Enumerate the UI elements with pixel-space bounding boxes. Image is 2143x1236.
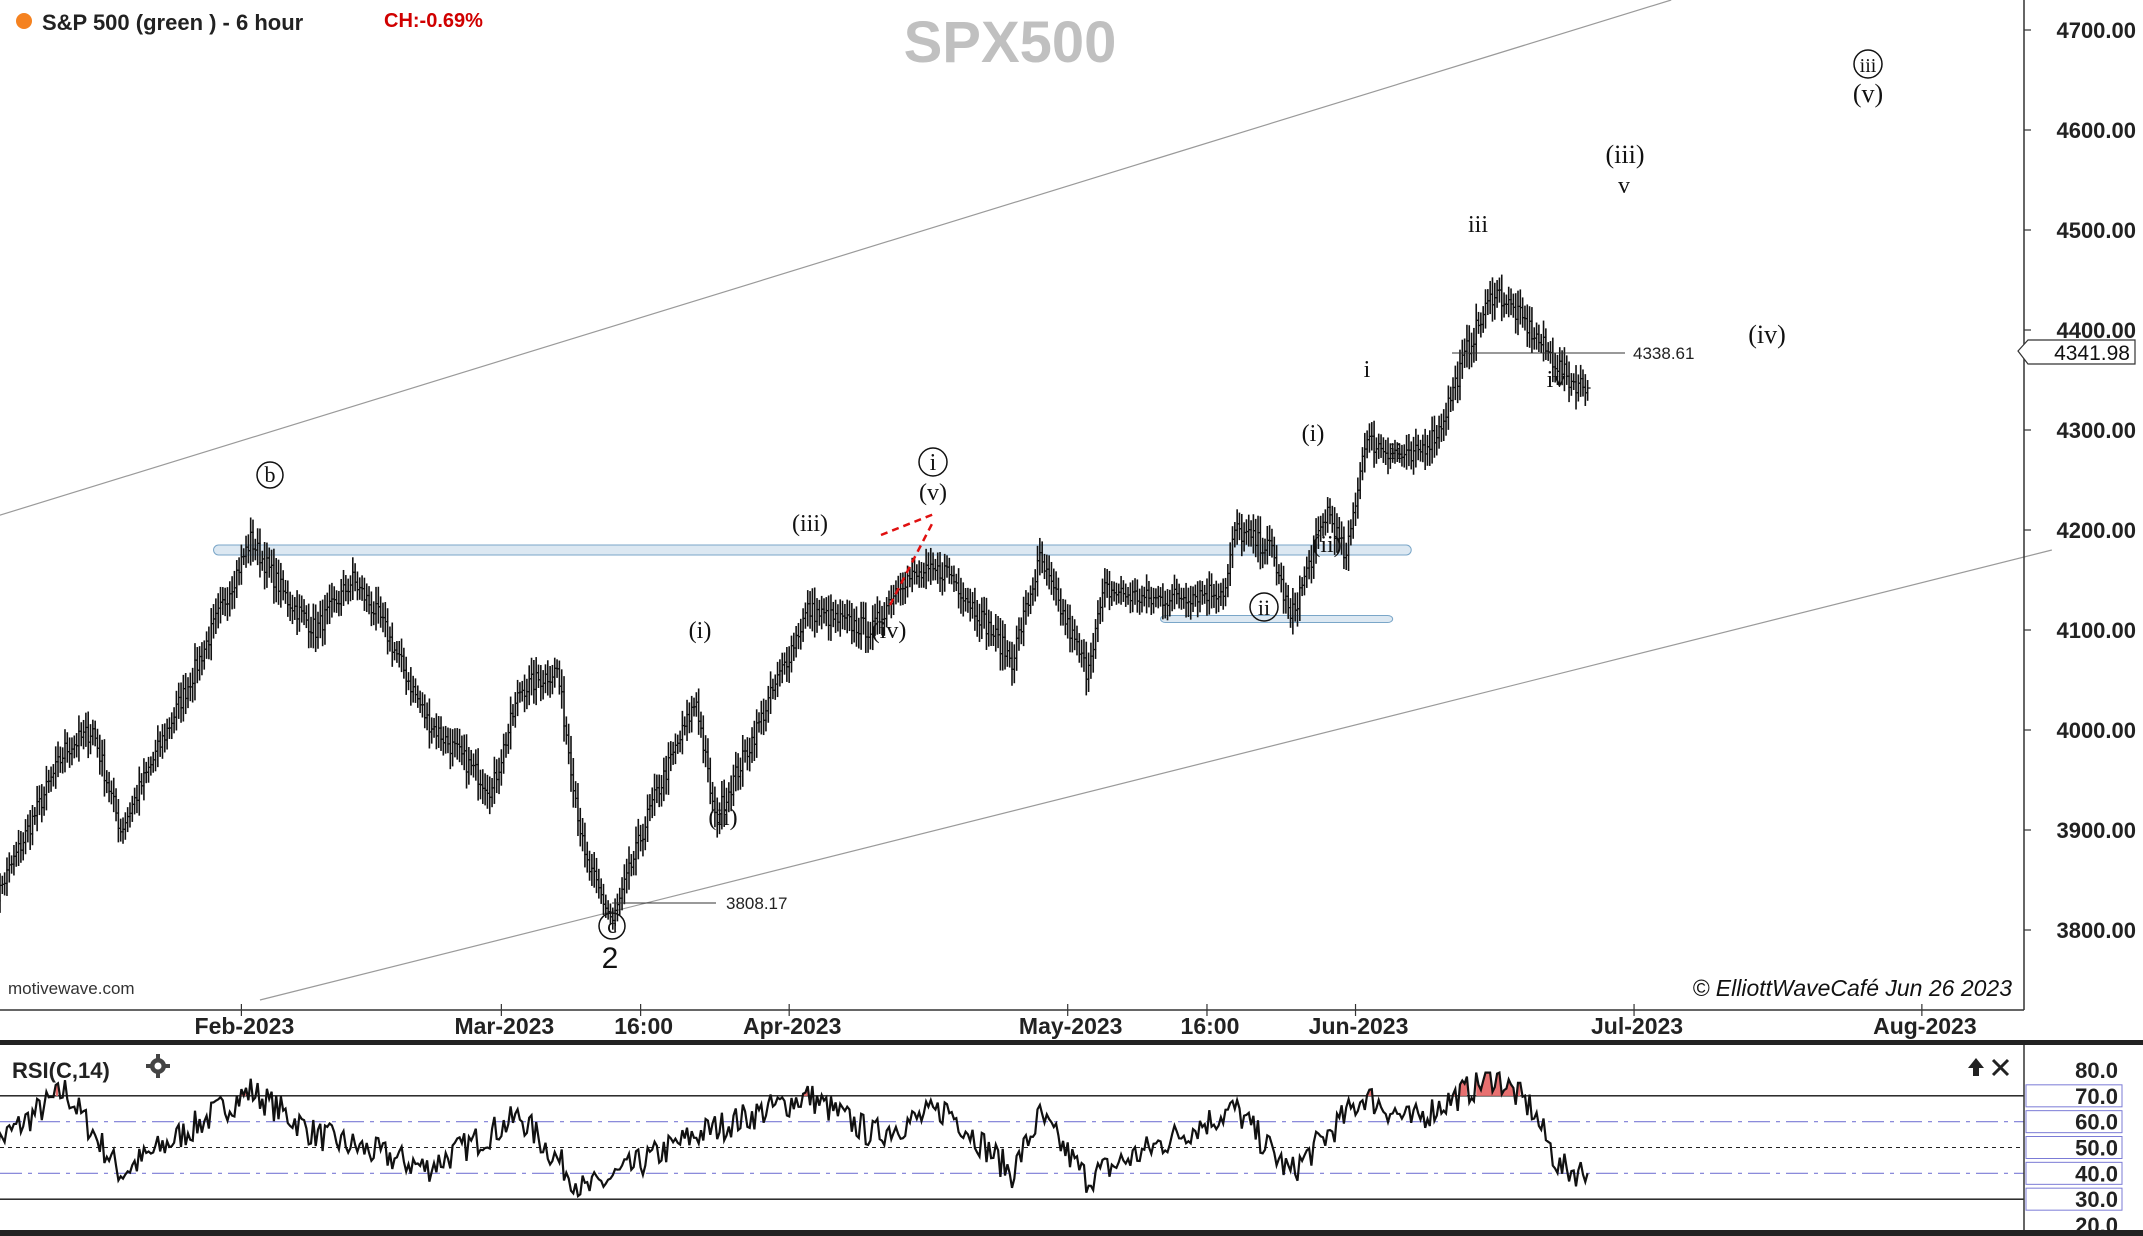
price-tick-label: 3900.00	[2056, 818, 2136, 843]
price-tick-label: 4100.00	[2056, 618, 2136, 643]
wave-i-minor-label: i	[1364, 357, 1371, 383]
chart-header: S&P 500 (green ) - 6 hour CH:-0.69%	[16, 10, 483, 35]
wave-i-circle-label: i	[930, 450, 937, 476]
wave-iv-projection-label: (iv)	[1748, 320, 1786, 349]
rsi-line	[0, 1070, 1589, 1199]
wave-b-circle	[256, 461, 284, 489]
triangle-upper-line	[880, 512, 935, 537]
rsi-tick-box	[2025, 1187, 2123, 1211]
time-tick-label: Aug-2023	[1873, 1013, 1977, 1039]
recent-low-marker-label: 4338.61	[1633, 344, 1694, 363]
price-axis[interactable]: 4700.00 4600.00 4500.00 4400.00 4300.00 4200.…	[2024, 18, 2136, 943]
wave-v-small-label: (v)	[919, 480, 947, 506]
status-dot-icon	[16, 13, 32, 29]
wave-iii-small-label: (iii)	[792, 511, 828, 537]
symbol-watermark: SPX500	[904, 10, 1117, 75]
rsi-tick-label: 80.0	[2075, 1058, 2118, 1083]
wave-iii-minor-label: iii	[1468, 212, 1488, 238]
recent-low-marker: 4338.61	[1452, 344, 1694, 363]
rsi-axis: 80.070.060.050.040.030.020.0	[2025, 1058, 2123, 1236]
time-tick-label: Jul-2023	[1591, 1013, 1683, 1039]
wave-iii-projection-label: (iii)	[1606, 140, 1645, 169]
rsi-tick-label: 60.0	[2075, 1110, 2118, 1135]
rsi-tick-box	[2025, 1110, 2123, 1134]
price-bars	[0, 274, 1591, 933]
channel-line-lower	[259, 549, 2052, 1001]
wave-i-small-label: (i)	[689, 618, 712, 644]
gear-icon[interactable]	[146, 1054, 170, 1078]
price-tick-label: 4500.00	[2056, 218, 2136, 243]
rsi-pane: RSI(C,14) 80.070.060.050.040.030.020.0	[0, 1045, 2123, 1236]
pane-divider[interactable]	[0, 1040, 2143, 1045]
time-tick-label: May-2023	[1019, 1013, 1123, 1039]
rsi-tick-box	[2025, 1161, 2123, 1185]
wave-labels: b c 2 (i) (ii) (iii) (iv) (v) i ii (i) (…	[256, 49, 1883, 975]
wave-iii-circle-projection	[1853, 49, 1883, 79]
current-price-label: 4341.98	[2054, 342, 2130, 365]
rsi-tick-box	[2025, 1084, 2123, 1108]
wave-2-label: 2	[602, 942, 619, 975]
change-label: CH:-0.69%	[384, 10, 483, 32]
price-tick-label: 4400.00	[2056, 318, 2136, 343]
support-zone	[1160, 615, 1394, 623]
price-tick-label: 4300.00	[2056, 418, 2136, 443]
close-icon[interactable]	[1991, 1058, 2010, 1077]
rsi-title[interactable]: RSI(C,14)	[12, 1058, 110, 1083]
rsi-overbought-area	[1459, 1076, 1467, 1096]
wave-iv-minor-label: iv	[1547, 367, 1566, 393]
rsi-tick-label: 40.0	[2075, 1161, 2118, 1186]
price-tick-label: 3800.00	[2056, 918, 2136, 943]
rsi-tick-label: 30.0	[2075, 1187, 2118, 1212]
wave-ii-circle	[1249, 592, 1279, 622]
price-tick-label: 4700.00	[2056, 18, 2136, 43]
time-tick-label: Mar-2023	[454, 1013, 554, 1039]
time-tick-label: 16:00	[1181, 1013, 1240, 1039]
rsi-tick-box	[2025, 1136, 2123, 1159]
wave-iv-small-label: (iv)	[872, 618, 907, 644]
symbol-label[interactable]: S&P 500 (green ) - 6 hour	[42, 10, 304, 35]
wave-i-circle	[918, 447, 948, 477]
wave-c-label: c	[607, 913, 617, 938]
time-axis[interactable]: Feb-2023 Mar-2023 16:00 Apr-2023 May-2023 16:…	[195, 1004, 1977, 1039]
price-tick-label: 4600.00	[2056, 118, 2136, 143]
price-tick-label: 4200.00	[2056, 518, 2136, 543]
wave-ii-circle-label: ii	[1258, 595, 1270, 620]
price-tick-label: 4000.00	[2056, 718, 2136, 743]
wave-b-label: b	[265, 462, 276, 487]
price-plot-area	[0, 0, 2024, 1010]
support-zones	[213, 544, 1412, 623]
time-tick-label: Jun-2023	[1309, 1013, 1409, 1039]
rsi-tick-label: 50.0	[2075, 1136, 2118, 1161]
wave-v-projection-label-2: (v)	[1853, 79, 1883, 108]
rsi-overbought-area	[1476, 1072, 1514, 1096]
channel-line-upper	[0, 0, 1672, 516]
source-label: motivewave.com	[8, 979, 135, 998]
wave-ii-minor-label: ii	[1389, 439, 1403, 465]
wave-iii-circle-projection-label: iii	[1860, 55, 1877, 77]
current-price-box	[2017, 339, 2136, 365]
time-tick-label: Apr-2023	[743, 1013, 841, 1039]
current-price-tag: 4341.98	[2017, 339, 2136, 365]
rsi-plot-area	[0, 1045, 2024, 1230]
triangle-lines	[880, 512, 936, 606]
support-zone	[213, 544, 1412, 556]
rsi-tick-label: 70.0	[2075, 1084, 2118, 1109]
low-marker-label: 3808.17	[726, 894, 787, 913]
wave-i-jun-label: (i)	[1302, 421, 1325, 447]
wave-v-projection-label: v	[1618, 173, 1630, 199]
time-tick-label: 16:00	[614, 1013, 673, 1039]
time-tick-label: Feb-2023	[195, 1013, 295, 1039]
wave-ii-jun-label: (ii)	[1312, 532, 1341, 558]
arrow-up-icon[interactable]	[1968, 1058, 1984, 1076]
copyright-label: © ElliottWaveCafé Jun 26 2023	[1692, 975, 2012, 1001]
wave-c-circle	[598, 912, 626, 940]
wave-ii-small-label: (ii)	[708, 805, 737, 831]
bottom-border	[0, 1230, 2143, 1236]
low-marker: 3808.17	[612, 894, 787, 913]
triangle-lower-line	[888, 519, 936, 606]
trend-channel	[0, 0, 2052, 1001]
